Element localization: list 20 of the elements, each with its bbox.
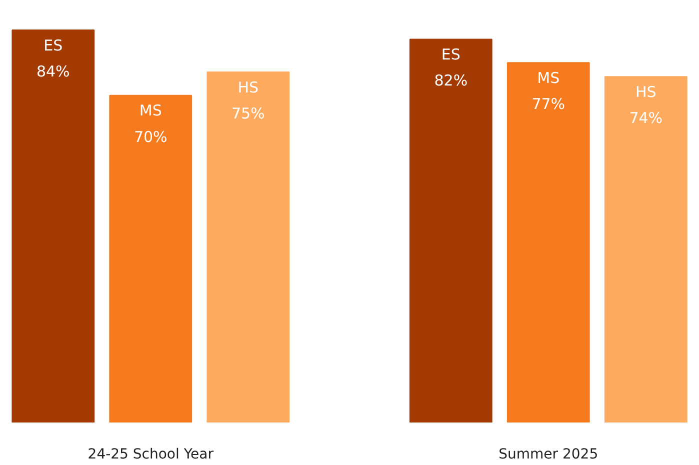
- bar: [604, 76, 688, 422]
- data-label: 74%: [629, 109, 663, 128]
- series-label: HS: [238, 78, 259, 96]
- bar: [409, 38, 492, 422]
- bar: [206, 72, 290, 422]
- bar: [109, 94, 192, 422]
- series-label: ES: [441, 46, 460, 64]
- x-tick-label: 24-25 School Year: [88, 446, 214, 462]
- data-label: 75%: [231, 104, 265, 122]
- bar: [506, 62, 590, 422]
- x-tick-label: Summer 2025: [498, 446, 598, 462]
- data-label: 84%: [36, 62, 70, 80]
- data-label: 77%: [532, 95, 566, 114]
- series-label: MS: [139, 102, 162, 120]
- text: MS: [537, 68, 560, 87]
- data-label: 82%: [434, 72, 468, 90]
- data-label: 70%: [134, 128, 168, 146]
- bar: [12, 29, 95, 422]
- text: HS: [635, 83, 656, 102]
- text: ES: [44, 36, 63, 54]
